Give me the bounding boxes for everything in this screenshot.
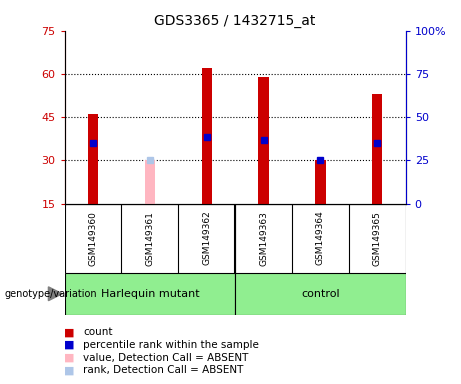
Text: percentile rank within the sample: percentile rank within the sample	[83, 340, 259, 350]
Text: count: count	[83, 327, 112, 337]
Text: ■: ■	[64, 327, 74, 337]
Polygon shape	[48, 287, 62, 301]
Bar	[145, 161, 155, 204]
Bar	[65, 273, 235, 315]
Text: GSM149362: GSM149362	[202, 211, 211, 265]
Bar	[88, 114, 98, 204]
Text: rank, Detection Call = ABSENT: rank, Detection Call = ABSENT	[83, 365, 243, 375]
Text: value, Detection Call = ABSENT: value, Detection Call = ABSENT	[83, 353, 248, 362]
Text: GSM149365: GSM149365	[373, 211, 382, 265]
Text: GSM149361: GSM149361	[145, 211, 154, 265]
Text: ■: ■	[64, 340, 74, 350]
Text: GSM149360: GSM149360	[89, 211, 97, 265]
Text: Harlequin mutant: Harlequin mutant	[100, 289, 199, 299]
Bar	[259, 77, 269, 204]
Bar	[235, 273, 406, 315]
Bar	[201, 68, 212, 204]
Text: ■: ■	[64, 365, 74, 375]
Text: genotype/variation: genotype/variation	[5, 289, 97, 299]
Title: GDS3365 / 1432715_at: GDS3365 / 1432715_at	[154, 14, 316, 28]
Text: control: control	[301, 289, 340, 299]
Text: GSM149364: GSM149364	[316, 211, 325, 265]
Bar	[315, 161, 325, 204]
Bar	[372, 94, 382, 204]
Text: ■: ■	[64, 353, 74, 362]
Text: GSM149363: GSM149363	[259, 211, 268, 265]
